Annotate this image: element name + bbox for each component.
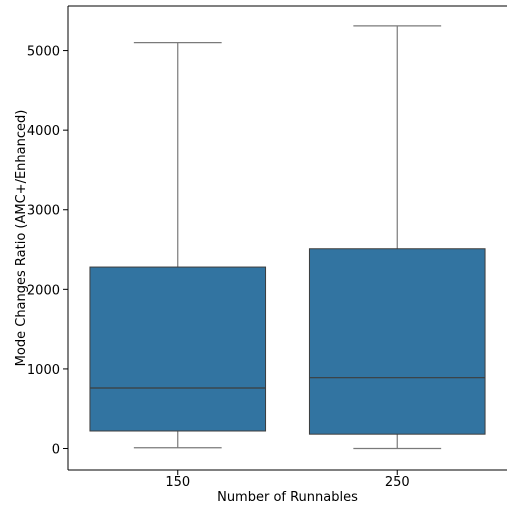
y-tick-label: 1000: [27, 363, 60, 378]
box-group-250: [308, 25, 486, 450]
y-axis-label: Mode Changes Ratio (AMC+/Enhanced): [14, 110, 29, 367]
box-iqr: [89, 266, 267, 432]
y-axis: 0 1000 2000 3000 4000 5000: [27, 45, 68, 458]
x-tick-label: 150: [165, 475, 190, 490]
box-iqr: [308, 248, 486, 435]
boxes-layer: [89, 25, 486, 450]
box-group-150: [89, 42, 267, 449]
y-tick-label: 4000: [27, 124, 60, 139]
axes-frame: [67, 5, 507, 471]
x-axis: 150 250: [165, 470, 410, 490]
y-tick-label: 0: [52, 443, 60, 458]
y-tick-label: 5000: [27, 45, 60, 60]
x-tick-label: 250: [385, 475, 410, 490]
y-tick-label: 2000: [27, 283, 60, 298]
x-axis-label: Number of Runnables: [217, 490, 358, 505]
y-tick-label: 3000: [27, 204, 60, 219]
